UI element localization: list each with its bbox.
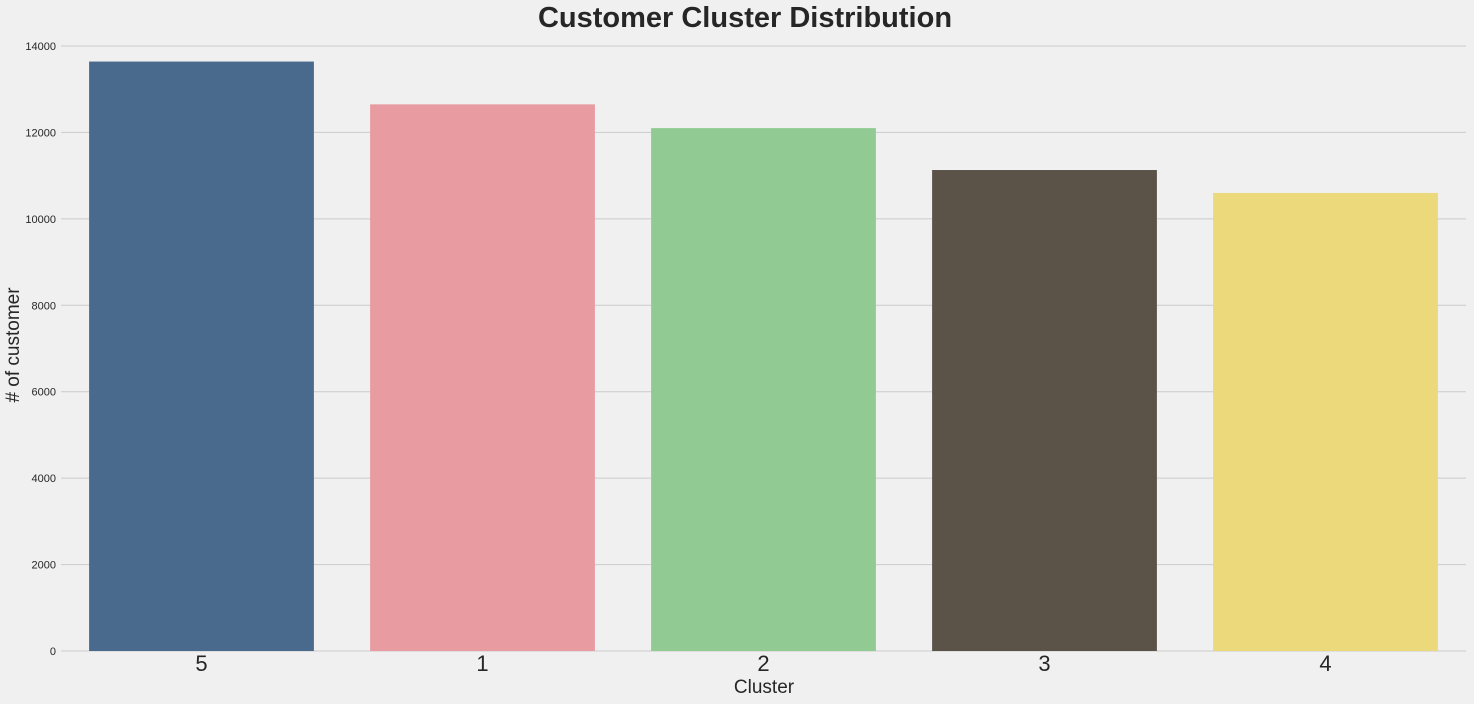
x-axis-label: Cluster: [734, 677, 795, 698]
y-tick-label: 4000: [32, 473, 56, 485]
bar-cluster-5: [89, 61, 314, 652]
x-tick-label: 3: [1038, 651, 1050, 676]
bar-cluster-4: [1213, 192, 1438, 651]
y-tick-label: 0: [50, 646, 56, 658]
x-tick-label: 1: [476, 651, 488, 676]
bars: [89, 61, 1438, 652]
x-tick-label: 2: [757, 651, 769, 676]
x-tick-label: 5: [195, 651, 207, 676]
chart-title: Customer Cluster Distribution: [538, 2, 952, 34]
y-tick-label: 14000: [25, 41, 56, 53]
x-tick-label: 4: [1319, 651, 1331, 676]
bar-cluster-3: [932, 170, 1157, 651]
x-axis-ticks: 5 1 2 3 4: [195, 651, 1331, 676]
y-axis-ticks: 0 2000 4000 6000 8000 10000 12000 14000: [25, 41, 56, 658]
bar-cluster-2: [651, 128, 876, 651]
y-tick-label: 12000: [25, 127, 56, 139]
y-axis-label: # of customer: [3, 287, 24, 403]
bar-cluster-1: [370, 104, 595, 651]
y-tick-label: 10000: [25, 214, 56, 226]
y-tick-label: 2000: [32, 560, 56, 572]
y-tick-label: 8000: [32, 300, 56, 312]
y-tick-label: 6000: [32, 387, 56, 399]
